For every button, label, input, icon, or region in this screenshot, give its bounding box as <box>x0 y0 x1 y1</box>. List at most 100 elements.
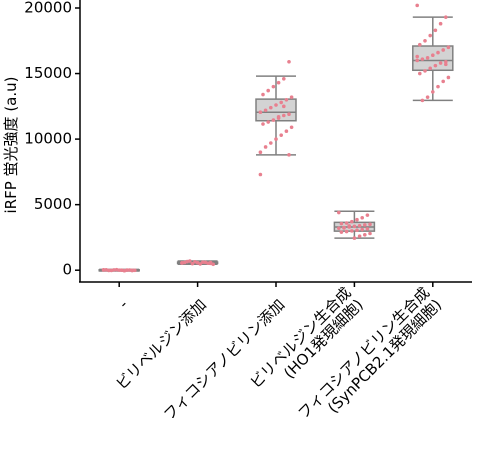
data-point <box>344 229 349 234</box>
data-point <box>415 54 420 59</box>
data-point <box>279 100 284 105</box>
data-point <box>355 228 359 233</box>
data-point <box>282 113 286 118</box>
data-point <box>425 56 430 60</box>
data-point <box>423 38 427 43</box>
data-point <box>274 103 278 107</box>
data-point <box>423 69 427 73</box>
x-tick-label-group: フィコシアノビリン生合成(SynPCB2.1発現細胞) <box>294 284 445 423</box>
data-point <box>284 97 289 102</box>
data-point <box>438 61 443 65</box>
data-point <box>355 217 359 222</box>
data-point <box>431 53 435 57</box>
data-point <box>425 95 430 99</box>
data-point <box>117 268 121 272</box>
data-point <box>130 268 134 273</box>
data-point <box>269 105 273 110</box>
data-point <box>180 261 184 265</box>
data-point <box>418 42 422 47</box>
data-point <box>415 3 420 8</box>
data-point <box>428 66 433 71</box>
box <box>255 98 297 122</box>
y-tick-label: 15000 <box>24 64 72 82</box>
data-point <box>271 84 276 89</box>
data-point <box>441 79 446 84</box>
data-point <box>352 236 357 240</box>
data-point <box>352 224 357 229</box>
data-point <box>190 261 195 266</box>
data-point <box>444 62 448 67</box>
data-point <box>360 227 365 232</box>
data-point <box>201 260 205 265</box>
data-point <box>436 84 440 89</box>
data-point <box>342 226 346 230</box>
data-point <box>112 268 116 272</box>
data-point <box>418 71 422 76</box>
data-point <box>287 153 291 157</box>
data-point <box>263 145 268 149</box>
data-point <box>344 221 349 225</box>
data-point <box>258 110 263 115</box>
data-point <box>107 268 111 273</box>
data-point <box>433 28 438 33</box>
data-point <box>269 141 273 145</box>
data-point <box>337 210 341 215</box>
data-point <box>282 76 286 81</box>
data-point <box>428 33 433 38</box>
data-point <box>363 223 367 227</box>
data-point <box>433 63 438 68</box>
data-point <box>276 115 281 119</box>
data-point <box>431 90 435 94</box>
data-point <box>195 260 200 265</box>
data-point <box>444 59 448 64</box>
data-point <box>284 129 289 134</box>
data-point <box>339 230 344 234</box>
data-point <box>446 45 451 50</box>
data-point <box>266 120 271 124</box>
data-point <box>127 268 132 272</box>
data-point <box>185 259 189 264</box>
data-point <box>350 229 354 233</box>
data-point <box>263 108 268 113</box>
x-tick-label: - <box>115 296 132 313</box>
data-point <box>365 213 370 217</box>
data-point <box>357 223 362 228</box>
data-point <box>258 150 263 155</box>
y-tick-label: 5000 <box>34 195 72 213</box>
data-point <box>276 80 281 85</box>
data-point <box>363 233 367 237</box>
box <box>412 45 454 72</box>
data-point <box>365 227 370 231</box>
data-point <box>438 21 443 26</box>
data-point <box>122 268 127 273</box>
data-point <box>289 125 294 130</box>
data-point <box>279 133 284 137</box>
data-point <box>337 226 341 231</box>
data-point <box>266 88 271 93</box>
data-point <box>258 172 263 177</box>
data-point <box>368 231 372 236</box>
y-axis-label: iRFP 蛍光強度 (a.u) <box>2 77 20 214</box>
data-point <box>208 260 213 265</box>
data-point <box>441 48 446 52</box>
data-point <box>420 98 425 103</box>
data-point <box>339 221 344 226</box>
data-point <box>211 262 215 267</box>
data-point <box>133 268 137 273</box>
data-point <box>271 118 276 122</box>
data-point <box>287 59 291 64</box>
data-point <box>360 215 365 220</box>
data-point <box>420 57 425 61</box>
data-point <box>289 95 294 99</box>
data-point <box>368 222 372 227</box>
data-point <box>357 234 362 238</box>
y-tick-label: 10000 <box>24 130 72 148</box>
data-point <box>347 224 352 228</box>
data-point <box>261 92 265 97</box>
x-tick-label-group: - <box>115 296 132 313</box>
data-point <box>350 219 354 224</box>
data-point <box>436 50 440 55</box>
y-tick-label: 0 <box>62 261 72 279</box>
data-point <box>274 137 278 141</box>
